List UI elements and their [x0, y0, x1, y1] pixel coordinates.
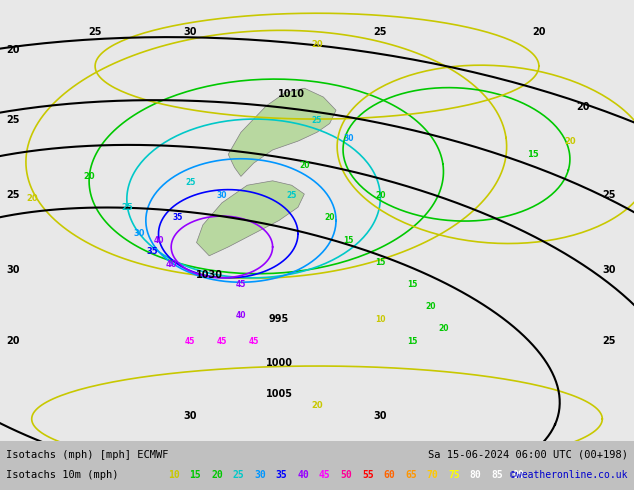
Text: ©weatheronline.co.uk: ©weatheronline.co.uk — [510, 470, 628, 480]
Text: 15: 15 — [407, 337, 417, 346]
Text: 1005: 1005 — [266, 389, 292, 399]
Text: 20: 20 — [576, 102, 590, 112]
Text: 35: 35 — [146, 247, 158, 256]
Text: 15: 15 — [344, 236, 354, 245]
Text: 35: 35 — [172, 214, 183, 222]
Text: 20: 20 — [532, 27, 546, 37]
Text: 1010: 1010 — [278, 89, 305, 99]
Text: 25: 25 — [88, 27, 102, 37]
Text: 40: 40 — [165, 260, 177, 269]
Text: 15: 15 — [190, 470, 202, 480]
Text: 45: 45 — [236, 280, 246, 289]
Text: 30: 30 — [344, 134, 354, 143]
Text: 25: 25 — [233, 470, 245, 480]
Text: 25: 25 — [602, 336, 616, 346]
Text: 40: 40 — [153, 236, 164, 245]
Text: 65: 65 — [405, 470, 417, 480]
Text: 15: 15 — [527, 150, 538, 159]
Text: 10: 10 — [168, 470, 180, 480]
Text: 50: 50 — [340, 470, 353, 480]
Text: 30: 30 — [602, 266, 616, 275]
Text: 75: 75 — [448, 470, 460, 480]
Text: 20: 20 — [83, 172, 94, 181]
Text: Isotachs (mph) [mph] ECMWF: Isotachs (mph) [mph] ECMWF — [6, 450, 169, 460]
Text: 25: 25 — [602, 191, 616, 200]
Text: 80: 80 — [470, 470, 482, 480]
Text: 25: 25 — [6, 191, 20, 200]
Text: 25: 25 — [373, 27, 387, 37]
Text: 30: 30 — [254, 470, 266, 480]
Text: 30: 30 — [134, 229, 145, 238]
Text: 20: 20 — [6, 45, 20, 55]
Text: 20: 20 — [311, 401, 323, 410]
Text: Isotachs 10m (mph): Isotachs 10m (mph) — [6, 470, 119, 480]
Text: 20: 20 — [565, 137, 576, 146]
Text: 45: 45 — [217, 337, 227, 346]
Text: 20: 20 — [426, 302, 436, 311]
Text: 35: 35 — [276, 470, 288, 480]
Text: 30: 30 — [6, 266, 20, 275]
Text: 15: 15 — [407, 280, 417, 289]
Text: 995: 995 — [269, 314, 289, 324]
Text: 20: 20 — [375, 192, 385, 200]
Text: 20: 20 — [325, 214, 335, 222]
Text: 60: 60 — [384, 470, 396, 480]
Text: 90: 90 — [513, 470, 525, 480]
Text: 10: 10 — [375, 315, 385, 324]
Text: 25: 25 — [312, 117, 322, 125]
Text: 45: 45 — [249, 337, 259, 346]
Text: 25: 25 — [121, 203, 133, 212]
Text: 30: 30 — [183, 27, 197, 37]
Text: 25: 25 — [287, 192, 297, 200]
Polygon shape — [228, 88, 336, 176]
Text: 20: 20 — [299, 161, 309, 170]
Text: 30: 30 — [373, 411, 387, 421]
Text: 45: 45 — [319, 470, 331, 480]
Text: 30: 30 — [183, 411, 197, 421]
Text: 40: 40 — [297, 470, 309, 480]
Text: 15: 15 — [375, 258, 385, 267]
Text: 85: 85 — [491, 470, 503, 480]
Text: 1030: 1030 — [196, 270, 223, 280]
Text: 20: 20 — [6, 336, 20, 346]
Text: Sa 15-06-2024 06:00 UTC (00+198): Sa 15-06-2024 06:00 UTC (00+198) — [428, 450, 628, 460]
Text: 40: 40 — [236, 311, 246, 319]
Text: 25: 25 — [185, 178, 195, 187]
Text: 1000: 1000 — [266, 358, 292, 368]
Text: 70: 70 — [427, 470, 439, 480]
Text: 25: 25 — [6, 116, 20, 125]
Text: 20: 20 — [311, 40, 323, 49]
Text: 20: 20 — [439, 324, 449, 333]
Polygon shape — [197, 181, 304, 256]
Text: 30: 30 — [217, 192, 227, 200]
Text: 55: 55 — [362, 470, 374, 480]
Text: 20: 20 — [26, 194, 37, 203]
Text: 20: 20 — [211, 470, 223, 480]
Text: 45: 45 — [185, 337, 195, 346]
